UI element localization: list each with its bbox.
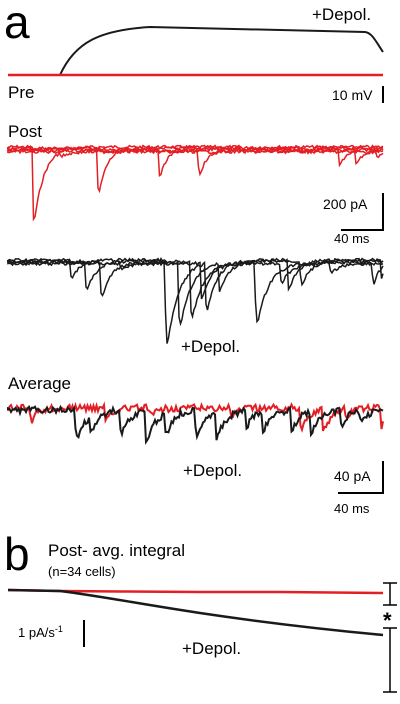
sweep-trace xyxy=(7,257,384,344)
post-scale-x-label: 40 ms xyxy=(334,231,370,246)
significance-bracket xyxy=(383,582,397,693)
pre-depol-trace xyxy=(59,25,384,76)
post-scale-bar xyxy=(341,193,384,231)
post-depol-traces xyxy=(7,257,384,344)
average-depol-trace xyxy=(7,404,384,446)
sweep-trace xyxy=(7,259,384,324)
sweep-trace xyxy=(7,258,384,327)
average-scale-y-label: 40 pA xyxy=(334,468,371,484)
post-scale-y-label: 200 pA xyxy=(323,196,368,212)
integral-depol-trace xyxy=(7,588,384,637)
integral-scale-label: 1 pA/s-1 xyxy=(18,624,63,640)
panel-b-title: Post- avg. integral xyxy=(48,541,185,560)
post-control-traces xyxy=(7,144,384,222)
average-control-trace xyxy=(7,401,384,433)
average-depol-label: +Depol. xyxy=(183,461,242,480)
average-scale-x-label: 40 ms xyxy=(334,501,370,516)
sweep-trace xyxy=(7,146,384,177)
sweep-trace xyxy=(7,147,384,159)
panel-b-n: (n=34 cells) xyxy=(48,564,116,579)
panel-b-letter: b xyxy=(4,528,30,580)
post-label: Post xyxy=(8,122,42,141)
sweep-trace xyxy=(7,260,384,300)
integral-depol-label: +Depol. xyxy=(182,639,241,658)
post-depol-label: +Depol. xyxy=(181,337,240,356)
average-scale-bar xyxy=(338,461,384,494)
significance-asterisk: * xyxy=(383,608,392,633)
pre-depol-label: +Depol. xyxy=(312,5,371,24)
panel-a-letter: a xyxy=(4,0,30,48)
pre-label: Pre xyxy=(8,83,34,102)
sweep-trace xyxy=(7,145,384,194)
average-label: Average xyxy=(8,374,71,393)
pre-scale-label: 10 mV xyxy=(332,87,373,103)
